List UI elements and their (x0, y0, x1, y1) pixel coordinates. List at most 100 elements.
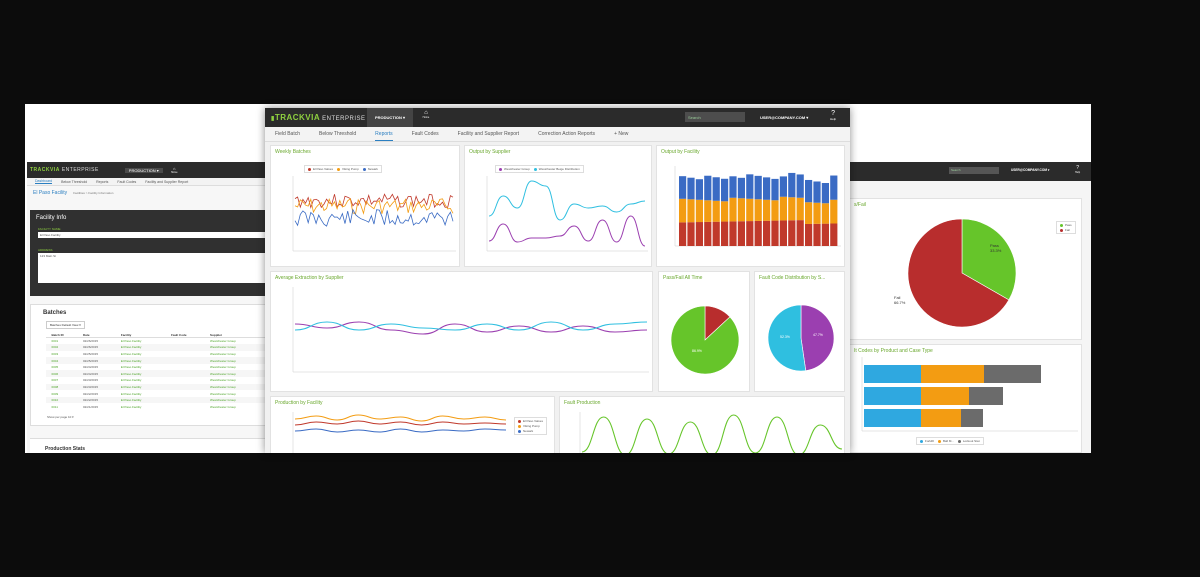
table-cell (170, 390, 209, 397)
table-cell[interactable]: 0003 (51, 351, 59, 356)
table-row[interactable]: 0001 02/26/2015 El Paso Facility Westcheste… (46, 338, 271, 345)
table-cell[interactable]: Westchester Group (210, 391, 236, 396)
tab-facility-supplier-report[interactable]: Facility and Supplier Report (457, 131, 520, 137)
select-all-checkbox[interactable] (46, 332, 51, 338)
table-cell[interactable]: Westchester Group (209, 357, 271, 364)
table-cell[interactable]: El Paso Facility (120, 378, 142, 383)
table-cell[interactable]: Westchester Group (209, 370, 271, 378)
table-cell[interactable]: 0010 (50, 396, 83, 404)
column-header[interactable]: Date (82, 332, 120, 338)
pass-fail-title: Pass/Fail All Time (663, 275, 703, 281)
left-tab[interactable]: Below Threshold (61, 179, 88, 184)
help-button[interactable]: ? Help (830, 110, 837, 121)
table-cell[interactable]: 0004 (50, 357, 83, 364)
series-lines (294, 321, 648, 335)
rows-per-page-select[interactable]: Show per page 10 ▾ (47, 415, 74, 419)
table-cell[interactable]: 0009 (51, 391, 59, 396)
column-header[interactable]: Batch ID (50, 332, 83, 338)
table-row[interactable]: 0006 02/24/2015 El Paso Facility Westcheste… (46, 370, 271, 378)
table-cell[interactable]: 0008 (50, 383, 83, 391)
column-header[interactable]: Facility (119, 332, 171, 338)
column-header[interactable]: Supplier (209, 332, 271, 338)
table-cell[interactable]: 0006 (50, 370, 83, 378)
table-row[interactable]: 0007 02/23/2015 El Paso Facility Westcheste… (46, 377, 271, 384)
table-cell[interactable]: Westchester Group (210, 339, 236, 344)
tab-below-threshold[interactable]: Below Threshold (319, 131, 357, 137)
tab-reports[interactable]: Reports (375, 128, 393, 141)
table-cell[interactable]: 0007 (51, 378, 59, 383)
table-row[interactable]: 0011 02/21/2015 El Paso Facility Westcheste… (46, 403, 271, 410)
bar-segment (796, 197, 804, 221)
table-row[interactable]: 0009 02/22/2015 El Paso Facility Westcheste… (46, 390, 271, 397)
table-cell[interactable]: El Paso Facility (119, 344, 171, 351)
table-cell[interactable]: El Paso Facility (120, 391, 142, 396)
search-input[interactable]: Search (949, 167, 999, 174)
output-facility-title: Output by Facility (661, 149, 700, 155)
table-cell[interactable]: El Paso Facility (120, 365, 142, 370)
weekly-legend: El Paso Valves Viking Pump Newark (304, 165, 382, 173)
table-row[interactable]: 0003 02/25/2015 El Paso Facility Westcheste… (46, 351, 271, 358)
table-cell[interactable]: El Paso Facility (119, 357, 171, 364)
fault-distribution-pie-chart: 52.3% 47.7% (767, 304, 835, 372)
bar-segment (788, 197, 796, 221)
bar-segment (695, 179, 703, 200)
main-app-window: ▮TRACKVIA ENTERPRISE PRODUCTION ▾ ⌂ Home S… (265, 108, 850, 453)
table-row[interactable]: 0004 02/25/2015 El Paso Facility Westcheste… (46, 357, 271, 364)
home-button[interactable]: ⌂ Home (422, 110, 430, 119)
table-row[interactable]: 0010 02/22/2015 El Paso Facility Westcheste… (46, 396, 271, 404)
table-row[interactable]: 0002 02/26/2015 El Paso Facility Westcheste… (46, 344, 271, 351)
bar-segment (763, 220, 771, 246)
table-cell[interactable]: 0002 (50, 344, 83, 351)
table-cell[interactable]: 0005 (51, 365, 59, 370)
table-cell[interactable]: Westchester Group (209, 383, 271, 391)
row-checkbox[interactable] (46, 357, 51, 364)
tab-correction-action-reports[interactable]: Correction Action Reports (538, 131, 596, 137)
table-row[interactable]: 0008 02/23/2015 El Paso Facility Westcheste… (46, 383, 271, 391)
left-tab[interactable]: Reports (96, 179, 109, 184)
user-menu[interactable]: USER@COMPANY.COM ▾ (760, 115, 809, 120)
row-checkbox[interactable] (46, 396, 51, 404)
pie-slice (670, 305, 740, 375)
address-field[interactable]: 123 Main St (38, 253, 267, 283)
row-checkbox[interactable] (46, 344, 51, 351)
table-cell[interactable]: Westchester Group (210, 351, 236, 356)
table-cell[interactable]: Westchester Group (210, 378, 236, 383)
table-row[interactable]: 0005 02/24/2015 El Paso Facility Westcheste… (46, 364, 271, 371)
table-cell[interactable]: 0011 (51, 404, 58, 409)
bar-segment (771, 220, 779, 246)
user-menu[interactable]: USER@COMPANY.COM ▾ (1011, 168, 1050, 172)
row-checkbox[interactable] (46, 383, 51, 391)
tab-fault-codes[interactable]: Fault Codes (411, 131, 439, 137)
table-cell[interactable]: El Paso Facility (119, 396, 171, 404)
bar-segment (771, 200, 779, 221)
batches-view-select[interactable]: Batches Default View ▾ (46, 321, 85, 329)
left-home-button[interactable]: ⌂ Home (170, 166, 178, 174)
table-cell[interactable]: El Paso Facility (120, 351, 142, 356)
column-header[interactable]: Fault Code (170, 332, 210, 338)
table-cell[interactable]: 0001 (51, 339, 59, 344)
table-cell[interactable]: Westchester Group (210, 365, 236, 370)
tab-field-batch[interactable]: Field Batch (275, 131, 301, 137)
table-cell[interactable]: Westchester Group (210, 404, 236, 409)
table-cell[interactable]: El Paso Facility (119, 370, 171, 378)
row-checkbox[interactable] (46, 370, 51, 378)
right-pie-panel: s/Fail Pass Fail Pass 33.3% Fail 66.7% (849, 198, 1082, 340)
left-tab[interactable]: Fault Codes (117, 179, 137, 184)
left-tab[interactable]: Dashboard (35, 179, 53, 184)
facility-name-field[interactable]: El Paso Facility (38, 232, 267, 238)
search-input[interactable]: Search (685, 112, 745, 122)
legend-item: Fail (1060, 228, 1072, 232)
tab-new[interactable]: + New (614, 131, 629, 137)
address-label: ADDRESS (38, 248, 53, 252)
left-tab[interactable]: Facility and Supplier Report (145, 179, 189, 184)
help-button[interactable]: ? Help (1075, 165, 1081, 174)
table-cell[interactable]: Westchester Group (209, 344, 271, 351)
table-cell[interactable]: El Paso Facility (119, 383, 171, 391)
bar-segment (712, 177, 720, 201)
bar-segment (729, 221, 737, 246)
production-menu[interactable]: PRODUCTION ▾ (367, 108, 413, 127)
table-cell[interactable]: El Paso Facility (120, 339, 142, 344)
table-cell[interactable]: El Paso Facility (120, 404, 142, 409)
table-cell[interactable]: Westchester Group (209, 396, 271, 404)
left-production-menu[interactable]: PRODUCTION ▾ (124, 167, 163, 173)
